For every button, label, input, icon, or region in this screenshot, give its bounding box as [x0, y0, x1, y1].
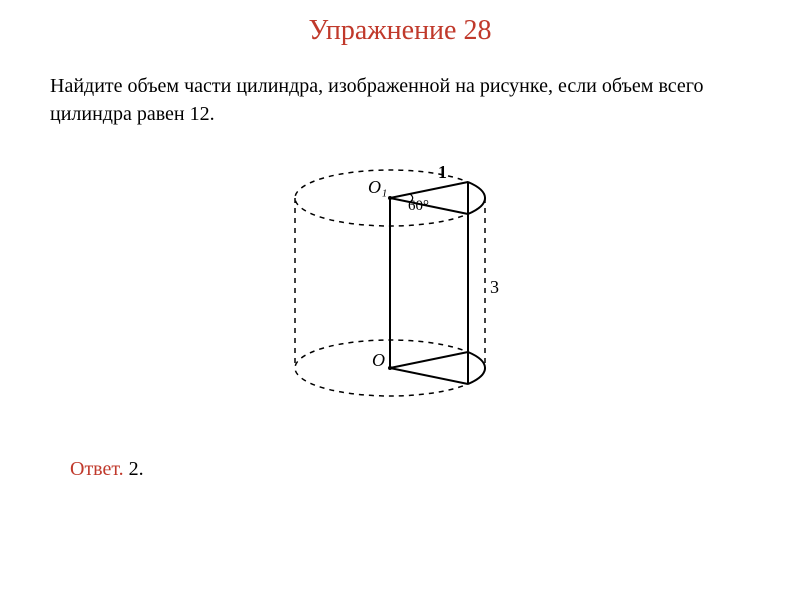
label-o: O	[372, 350, 385, 370]
bottom-radius-2	[390, 368, 468, 384]
bottom-arc	[468, 352, 485, 384]
top-radius-1	[390, 182, 468, 198]
top-radius-2	[390, 198, 468, 214]
problem-text: Найдите объем части цилиндра, изображенн…	[0, 47, 800, 138]
bottom-radius-1	[390, 352, 468, 368]
top-arc	[468, 182, 485, 214]
exercise-title: Упражнение 28	[0, 0, 800, 47]
answer-line: Ответ. 2.	[0, 428, 800, 481]
point-o	[388, 366, 392, 370]
answer-label: Ответ.	[70, 458, 124, 480]
point-o1	[388, 196, 392, 200]
label-angle: 60°	[408, 198, 429, 214]
answer-value: 2.	[124, 458, 144, 480]
diagram-container: O₁ O 1 60° 3	[0, 138, 800, 428]
label-radius: 1	[438, 162, 447, 182]
cylinder-diagram: O₁ O 1 60° 3	[250, 148, 550, 428]
label-height: 3	[490, 277, 499, 297]
label-o1: O₁	[368, 177, 387, 197]
